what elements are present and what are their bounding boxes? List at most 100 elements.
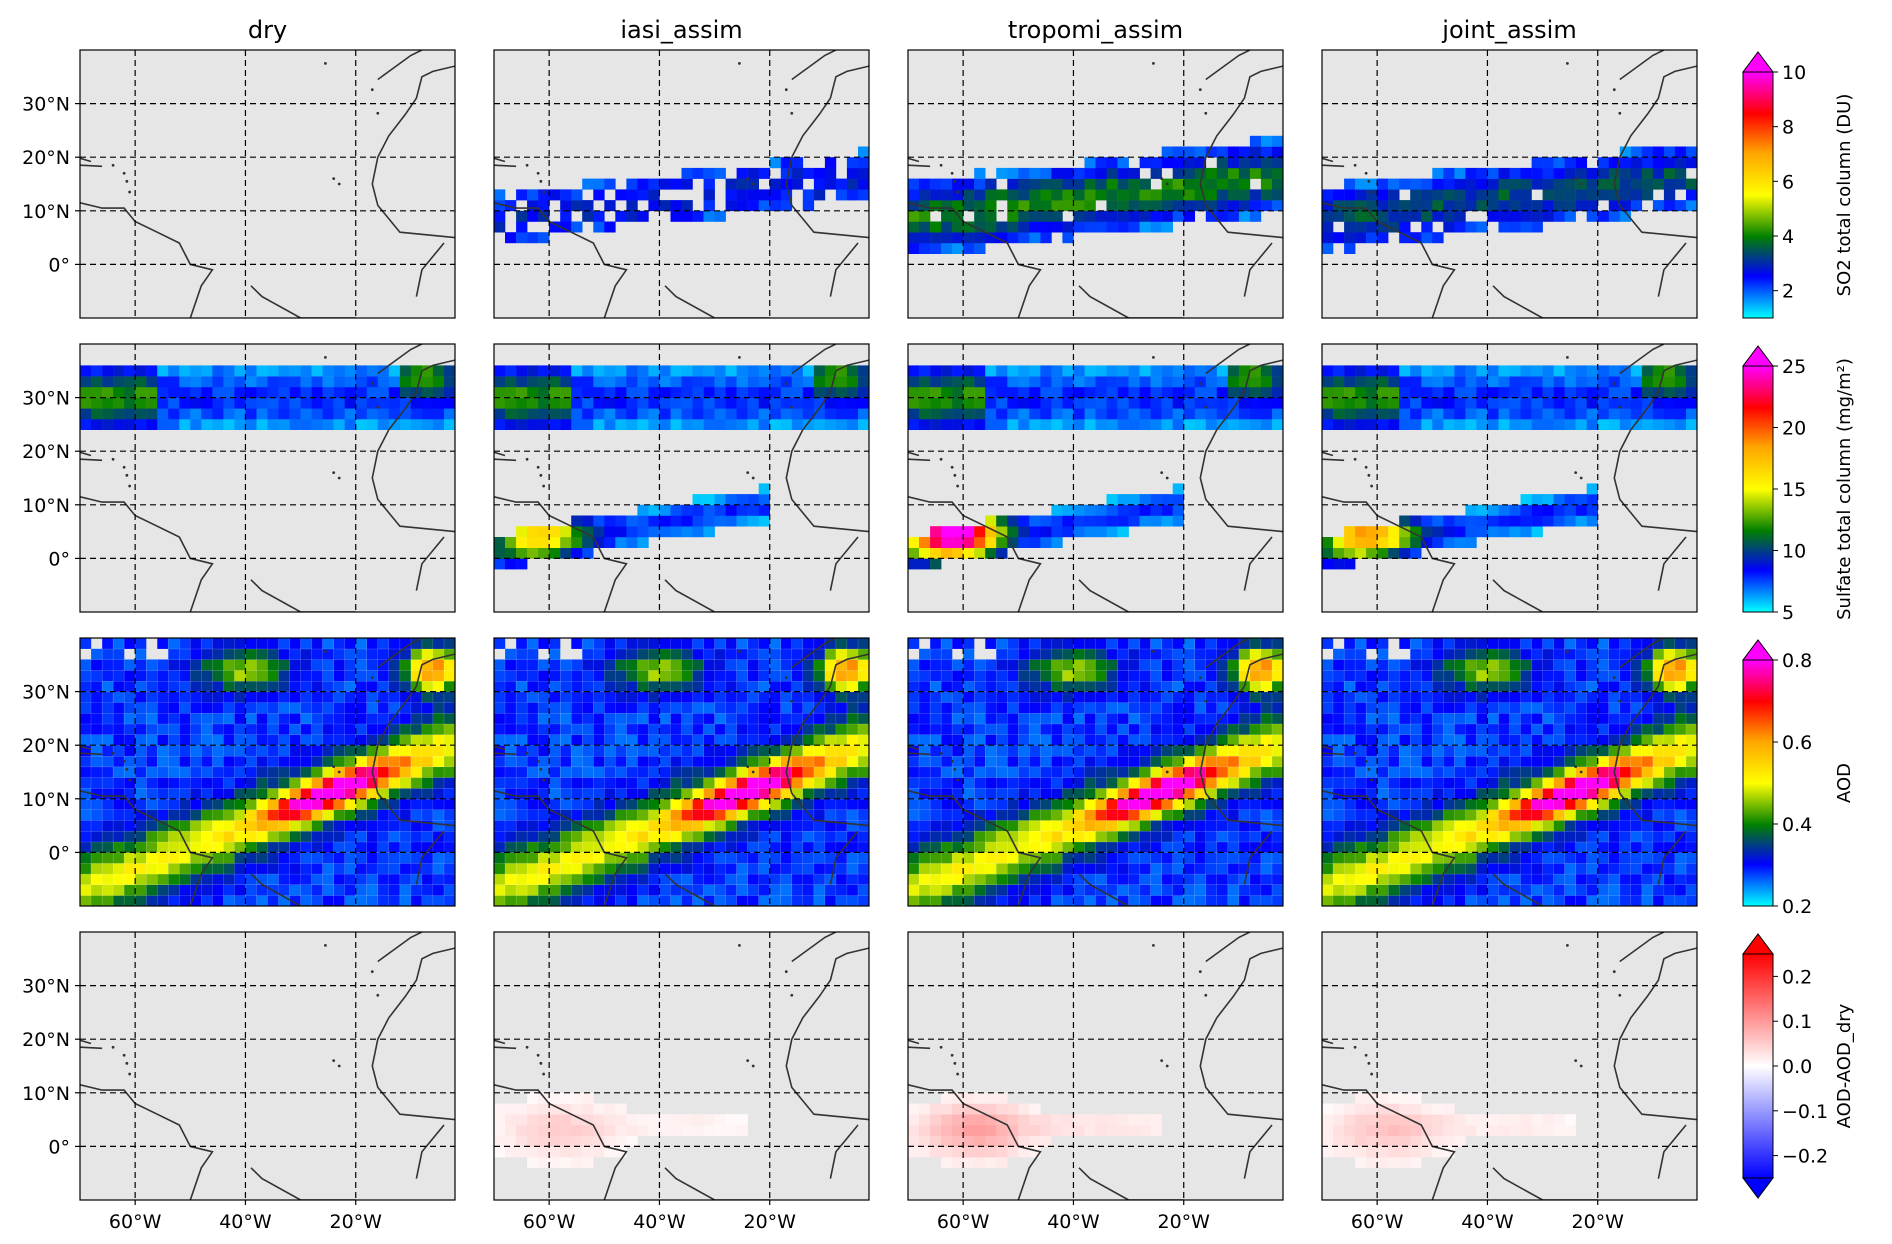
heatmap-cell — [1333, 547, 1345, 559]
heatmap-cell — [758, 365, 770, 377]
heatmap-cell — [1139, 670, 1152, 682]
heatmap-cell — [1227, 723, 1240, 735]
heatmap-cell — [410, 734, 423, 746]
heatmap-cell — [637, 178, 649, 190]
column-title-tropomi_assim: tropomi_assim — [1008, 16, 1183, 44]
heatmap-cell — [846, 157, 859, 169]
heatmap-cell — [1194, 830, 1207, 843]
heatmap-cell — [113, 386, 125, 398]
heatmap-cell — [1376, 852, 1389, 864]
heatmap-cell — [399, 397, 412, 409]
heatmap-cell — [90, 862, 103, 875]
coastline — [80, 745, 92, 751]
heatmap-cell — [1553, 515, 1565, 527]
heatmap-cell — [985, 221, 997, 233]
heatmap-cell — [112, 830, 125, 843]
heatmap-cell — [736, 200, 748, 212]
heatmap-cell — [604, 702, 616, 714]
heatmap-cell — [1553, 178, 1565, 190]
heatmap-cell — [1139, 397, 1151, 409]
heatmap-cell — [1421, 397, 1433, 409]
island — [790, 111, 794, 115]
gridlines — [80, 344, 455, 612]
heatmap-cell — [443, 766, 455, 778]
heatmap-cell — [1343, 787, 1356, 800]
heatmap-cell — [1531, 494, 1543, 506]
heatmap-cell — [256, 873, 269, 885]
heatmap-cell — [123, 862, 136, 875]
heatmap-cell — [802, 830, 815, 843]
heatmap-cell — [1051, 777, 1063, 789]
heatmap-cell — [857, 884, 869, 896]
heatmap-cell — [344, 852, 357, 864]
heatmap-cell — [714, 787, 727, 800]
heatmap-cell — [1029, 365, 1041, 377]
panel-frame — [493, 343, 870, 613]
heatmap-cell — [918, 680, 931, 693]
heatmap-cells — [1322, 365, 1697, 570]
heatmap-cell — [494, 734, 506, 746]
heatmap-cell — [582, 755, 594, 768]
heatmap-cell — [1172, 386, 1184, 398]
heatmap-cell — [322, 712, 335, 725]
heatmap-cell — [659, 873, 671, 885]
heatmap-cell — [1365, 702, 1378, 714]
heatmap-cell — [212, 386, 224, 398]
lat-tick-label: 20°N — [22, 735, 70, 757]
heatmap-cell — [985, 670, 997, 682]
heatmap-cell — [1409, 680, 1422, 693]
heatmap-cell — [80, 777, 92, 789]
heatmap-cell — [736, 670, 749, 682]
heatmap-cell — [1073, 167, 1085, 179]
heatmap-cell — [747, 515, 759, 527]
heatmap-cell — [1542, 200, 1554, 212]
heatmap-cell — [1260, 680, 1273, 693]
heatmap-cell — [311, 734, 324, 746]
heatmap-cell — [824, 638, 837, 650]
heatmap-cell — [179, 680, 191, 693]
heatmap-cell — [1398, 659, 1411, 671]
heatmap-cell — [824, 884, 837, 896]
heatmap-cell — [1194, 884, 1207, 896]
heatmap-cell — [1465, 755, 1477, 768]
heatmap-cell — [648, 419, 660, 430]
heatmap-cell — [857, 809, 869, 821]
heatmap-cell — [940, 820, 953, 832]
heatmap-cell — [703, 873, 716, 885]
heatmap-cell — [311, 670, 324, 682]
heatmap-cell — [940, 723, 953, 735]
heatmap-cell — [1365, 873, 1378, 885]
panel-sulfate-total-column-dry: 30°N20°N10°N0° — [22, 343, 456, 613]
heatmap-cell — [637, 777, 649, 789]
heatmap-cell — [769, 680, 782, 693]
heatmap-cell — [1029, 755, 1041, 768]
heatmap-cell — [802, 691, 815, 703]
heatmap-cell — [593, 189, 605, 201]
heatmap-cell — [908, 221, 920, 233]
heatmap-cell — [1106, 670, 1119, 682]
heatmap-cell — [388, 820, 401, 832]
coastline — [1199, 65, 1283, 239]
heatmap-cell — [951, 659, 964, 671]
heatmap-cell — [1487, 852, 1499, 864]
heatmap-cell — [1674, 146, 1687, 158]
heatmap-cell — [311, 798, 324, 810]
heatmap-cell — [245, 830, 257, 843]
heatmap-cell — [714, 723, 727, 735]
heatmap-cell — [278, 702, 291, 714]
heatmap-cell — [940, 873, 953, 885]
heatmap-cell — [571, 830, 583, 843]
heatmap-cell — [537, 820, 550, 832]
heatmap-cell — [1128, 221, 1140, 233]
heatmap-cell — [1365, 820, 1378, 832]
heatmap-cell — [1344, 200, 1356, 212]
heatmap-cell — [234, 648, 246, 660]
heatmap-cell — [267, 659, 280, 671]
heatmap-cell — [1409, 638, 1422, 650]
heatmap-cell — [908, 365, 920, 377]
heatmap-cell — [1117, 830, 1130, 843]
heatmap-cell — [1205, 648, 1218, 660]
heatmap-cell — [908, 376, 920, 388]
heatmap-cell — [1366, 200, 1378, 212]
heatmap-cell — [245, 386, 257, 398]
